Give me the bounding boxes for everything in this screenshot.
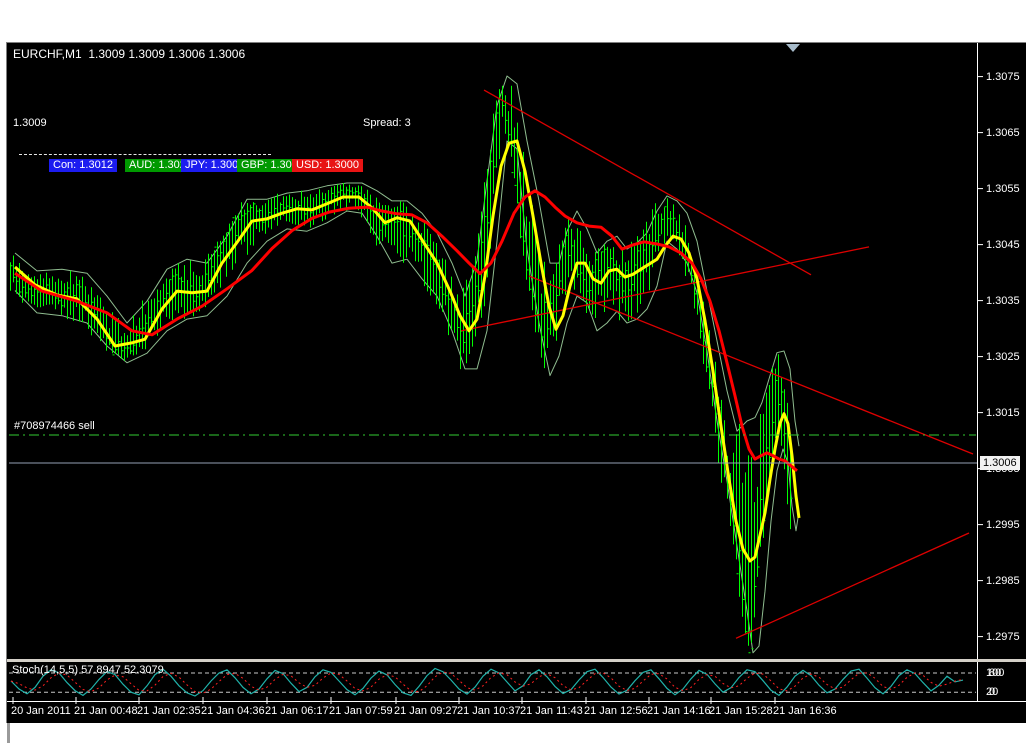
trendline-3[interactable]	[528, 275, 974, 455]
time-axis-label: 21 Jan 00:48	[74, 705, 138, 717]
time-axis-ticks	[12, 697, 776, 704]
price-axis-label: 1.3055	[986, 182, 1020, 195]
time-axis-label: 21 Jan 04:36	[201, 705, 265, 717]
indicator-separator-line	[19, 154, 271, 155]
panel-separator[interactable]	[7, 659, 1026, 662]
time-axis-label: 21 Jan 12:56	[584, 705, 648, 717]
chart-window[interactable]: EURCHF,M1 1.3009 1.3009 1.3006 1.3006 1.…	[6, 42, 1026, 723]
spread-label: Spread: 3	[363, 117, 411, 129]
time-axis-label: 21 Jan 02:35	[137, 705, 201, 717]
time-axis-label: 21 Jan 16:36	[773, 705, 837, 717]
trendlines[interactable]	[460, 89, 974, 639]
trendline-1[interactable]	[483, 89, 812, 276]
price-axis-label: 1.2985	[986, 574, 1020, 587]
stoch-name: Stoch(14,5,5)	[12, 664, 79, 676]
time-axis-label: 21 Jan 07:59	[329, 705, 393, 717]
time-axis-label: 21 Jan 14:16	[647, 705, 711, 717]
order-sell-label[interactable]: #708974466 sell	[14, 420, 95, 432]
trendline-2[interactable]	[460, 246, 870, 332]
price-axis-label: 1.3035	[986, 294, 1020, 307]
price-axis-label: 1.3065	[986, 126, 1020, 139]
scrollbar-grip[interactable]	[7, 723, 10, 743]
chart-canvas[interactable]	[7, 43, 1026, 723]
stochastic-d-line	[10, 671, 964, 694]
ohlc-values: 1.3009 1.3009 1.3006 1.3006	[88, 47, 246, 61]
price-axis-label: 1.2975	[986, 630, 1020, 643]
time-axis-label: 21 Jan 11:43	[520, 705, 583, 717]
stoch-scale-label: 0	[989, 686, 996, 699]
stoch-scale-label: 100	[986, 667, 1005, 679]
stochastic-k-line	[10, 667, 964, 697]
symbol-timeframe: EURCHF,M1	[13, 47, 82, 61]
price-axis-label: 1.3015	[986, 406, 1020, 419]
stoch-scale-label: 20	[986, 686, 999, 699]
time-axis-label: 21 Jan 06:17	[265, 705, 329, 717]
price-axis-label: 1.2995	[986, 518, 1020, 531]
time-axis-label: 21 Jan 10:37	[457, 705, 521, 717]
indicator-price: 1.3009	[13, 117, 47, 129]
current-price-tag: 1.3006	[980, 456, 1020, 470]
quote-chip-jpy: JPY: 1.3008	[181, 159, 249, 172]
price-axis-label: 1.3045	[986, 238, 1020, 251]
ma-fast-yellow-line	[13, 139, 801, 563]
stoch-legend: Stoch(14,5,5) 57.8947 52.3079	[12, 664, 164, 677]
time-axis-label: 21 Jan 15:28	[709, 705, 773, 717]
trendline-4[interactable]	[735, 532, 970, 639]
time-axis-label: 21 Jan 09:27	[394, 705, 458, 717]
price-axis-ticks	[978, 76, 983, 638]
quote-chip-con: Con: 1.3012	[49, 159, 117, 172]
chart-legend: EURCHF,M1 1.3009 1.3009 1.3006 1.3006	[13, 48, 245, 61]
price-axis-label: 1.3025	[986, 350, 1020, 363]
time-axis-label: 20 Jan 2011	[11, 705, 71, 717]
chart-shift-marker-icon[interactable]	[786, 44, 800, 52]
quote-chip-usd: USD: 1.3000	[292, 159, 363, 172]
stoch-scale-label: 80	[989, 667, 1002, 679]
stochastic-panel	[9, 667, 976, 697]
price-axis-label: 1.3075	[986, 70, 1020, 83]
ma-slow-red-line	[14, 189, 798, 472]
stoch-d-value: 52.3079	[123, 664, 164, 676]
stoch-k-value: 57.8947	[81, 664, 121, 676]
